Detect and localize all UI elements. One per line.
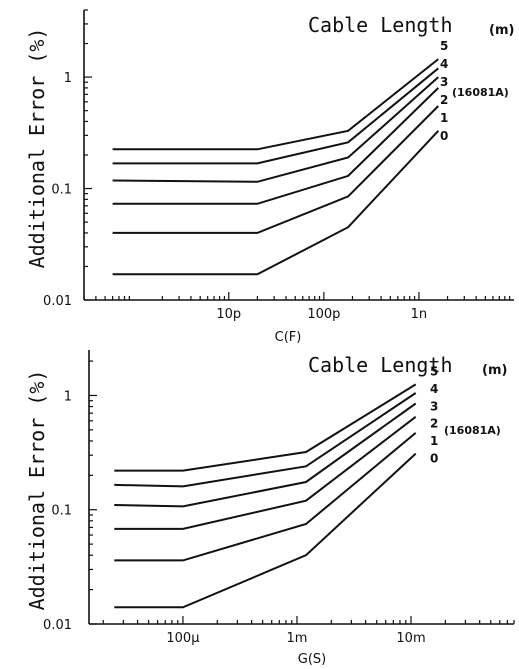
series-line-2	[114, 416, 417, 530]
series-label-5: 5	[430, 364, 438, 378]
series-line-1	[114, 432, 417, 562]
y-axis-label: Additional Error (%)	[25, 370, 49, 611]
series-label-0: 0	[440, 129, 448, 143]
series-line-1	[112, 105, 440, 234]
chart-title: Cable Length	[308, 353, 453, 377]
x-axis-label: C(F)	[275, 330, 302, 345]
y-tick-label: 1	[64, 389, 72, 404]
annotation-label: (16081A)	[452, 86, 509, 99]
series-line-4	[114, 392, 417, 488]
y-tick-label: 1	[64, 71, 72, 86]
series-label-3: 3	[430, 399, 438, 413]
conductance-chart: Cable Length (m) Additional Error (%) G(…	[25, 350, 515, 667]
capacitance-chart: Cable Length (m) Additional Error (%) C(…	[25, 9, 514, 345]
series-label-1: 1	[440, 111, 448, 125]
series-line-3	[112, 76, 439, 183]
series-label-1: 1	[430, 434, 438, 448]
x-tick-label: 10p	[216, 307, 241, 322]
chart-title: Cable Length	[308, 13, 453, 37]
y-tick-label: 0.01	[43, 618, 72, 633]
series-label-2: 2	[430, 417, 438, 431]
series-line-2	[112, 87, 439, 205]
series-label-3: 3	[440, 75, 448, 89]
series-line-4	[112, 67, 439, 165]
chart-title-unit: (m)	[489, 23, 514, 38]
series-line-0	[112, 130, 440, 276]
x-tick-label: 1m	[287, 631, 308, 646]
series-label-5: 5	[440, 39, 448, 53]
y-tick-label: 0.1	[51, 504, 72, 519]
series-label-4: 4	[440, 57, 448, 71]
x-axis-label: G(S)	[298, 652, 326, 667]
annotation-label: (16081A)	[444, 424, 501, 437]
x-tick-label: 1n	[411, 307, 428, 322]
series-line-5	[112, 58, 439, 151]
series-line-5	[114, 383, 417, 472]
y-tick-label: 0.1	[51, 183, 72, 198]
y-tick-label: 0.01	[43, 294, 72, 309]
x-tick-label: 100p	[307, 307, 340, 322]
series-label-4: 4	[430, 382, 438, 396]
chart-title-unit: (m)	[482, 363, 507, 378]
x-tick-label: 10m	[396, 631, 425, 646]
series-line-0	[114, 452, 417, 609]
series-label-2: 2	[440, 93, 448, 107]
y-axis-label: Additional Error (%)	[25, 28, 49, 269]
x-tick-label: 100µ	[166, 631, 199, 646]
series-label-0: 0	[430, 452, 438, 466]
series-line-3	[114, 402, 417, 508]
